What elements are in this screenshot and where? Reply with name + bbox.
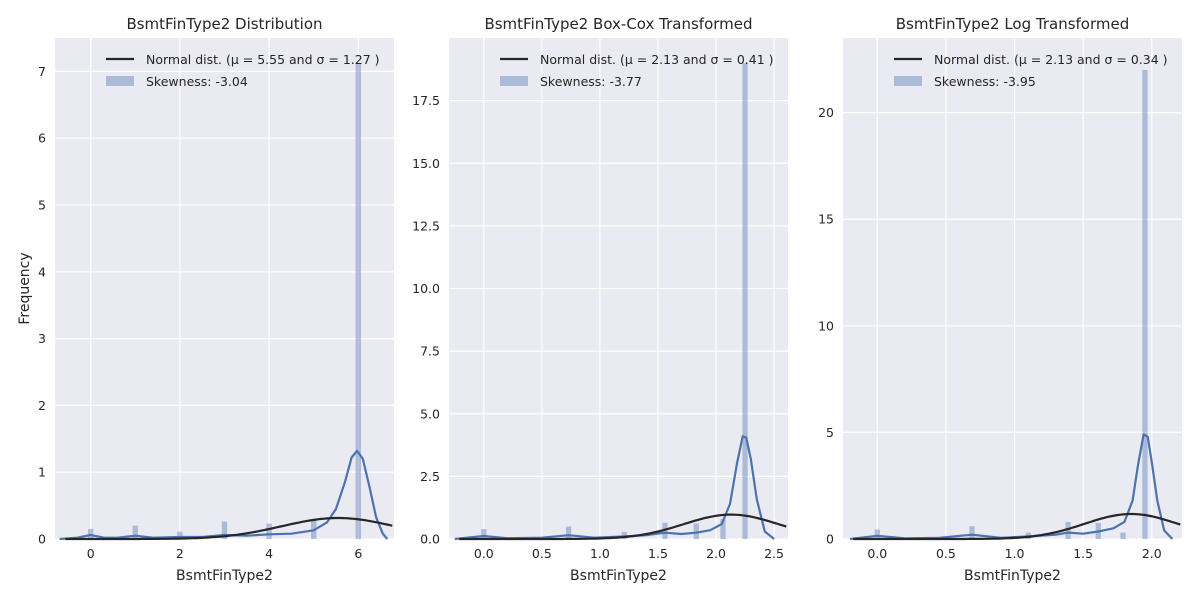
y-tick-label: 5 <box>826 425 834 440</box>
y-tick-label: 1 <box>38 465 46 480</box>
legend-normal-label: Normal dist. (μ = 2.13 and σ = 0.34 ) <box>934 52 1168 67</box>
histogram-bar <box>266 523 272 539</box>
y-tick-label: 0.0 <box>420 532 440 547</box>
y-tick-label: 10.0 <box>412 281 440 296</box>
kde-line <box>849 433 1174 541</box>
legend-hist-swatch <box>106 76 134 86</box>
y-tick-label: 7 <box>38 64 46 79</box>
y-tick-label: 3 <box>38 331 46 346</box>
x-tick-label: 1.0 <box>1005 546 1025 561</box>
y-tick-label: 15.0 <box>412 156 440 171</box>
y-tick-label: 0 <box>826 532 834 547</box>
x-tick-label: 2.5 <box>764 546 784 561</box>
x-tick-label: 1.5 <box>1073 546 1093 561</box>
chart-title: BsmtFinType2 Box-Cox Transformed <box>484 15 752 33</box>
histogram-bar <box>132 525 138 539</box>
subplot-3: 0 5 10 15 20 0.0 0.5 1.0 1.5 2.0 BsmtFinType2 Log … <box>818 15 1182 584</box>
histogram-bar <box>177 531 183 539</box>
normal-fit-line <box>853 512 1181 541</box>
legend-hist-swatch <box>894 76 922 86</box>
histogram-bar <box>874 529 880 539</box>
y-tick-label: 0 <box>38 532 46 547</box>
y-tick-label: 2.5 <box>420 469 440 484</box>
legend-normal-label: Normal dist. (μ = 2.13 and σ = 0.41 ) <box>540 52 774 67</box>
legend-normal-label: Normal dist. (μ = 5.55 and σ = 1.27 ) <box>146 52 380 67</box>
x-tick-label: 0 <box>87 546 95 561</box>
x-tick-label: 2 <box>176 546 184 561</box>
y-axis-label: Frequency <box>17 252 33 324</box>
y-tick-label: 4 <box>38 264 46 279</box>
plot-area <box>55 38 394 539</box>
histogram-bar <box>693 523 699 539</box>
legend-hist-label: Skewness: -3.77 <box>540 74 642 89</box>
y-tick-label: 12.5 <box>412 218 440 233</box>
kde-line <box>454 435 775 541</box>
legend-hist-label: Skewness: -3.04 <box>146 74 248 89</box>
subplot-1: 0 1 2 3 4 5 6 7 0 2 4 6 BsmtFinType2 Distribution Bsm… <box>17 15 394 584</box>
x-axis-label: BsmtFinType2 <box>570 568 667 584</box>
normal-fit-line <box>459 513 787 541</box>
y-tick-label: 7.5 <box>420 344 440 359</box>
histogram-bar <box>1142 69 1148 539</box>
y-tick-label: 5 <box>38 198 46 213</box>
legend-hist-label: Skewness: -3.95 <box>934 74 1036 89</box>
kde-line <box>59 449 389 541</box>
chart-title: BsmtFinType2 Distribution <box>126 15 322 33</box>
y-tick-label: 5.0 <box>420 406 440 421</box>
x-tick-label: 0.5 <box>936 546 956 561</box>
x-tick-label: 2.0 <box>1142 546 1162 561</box>
y-tick-label: 2 <box>38 398 46 413</box>
subplot-2: 0.0 2.5 5.0 7.5 10.0 12.5 15.0 17.5 0.0 0.5 1.0 1.5… <box>412 15 788 584</box>
x-tick-label: 4 <box>265 546 273 561</box>
x-axis-label: BsmtFinType2 <box>964 568 1061 584</box>
x-tick-label: 0.5 <box>532 546 552 561</box>
y-tick-label: 15 <box>818 212 834 227</box>
y-tick-label: 6 <box>38 131 46 146</box>
chart-title: BsmtFinType2 Log Transformed <box>896 15 1130 33</box>
x-axis-label: BsmtFinType2 <box>176 568 273 584</box>
plot-area <box>843 38 1182 539</box>
x-tick-label: 1.5 <box>648 546 668 561</box>
x-tick-label: 0.0 <box>474 546 494 561</box>
x-tick-label: 2.0 <box>706 546 726 561</box>
x-tick-label: 1.0 <box>590 546 610 561</box>
y-tick-label: 10 <box>818 318 834 333</box>
histogram-bar <box>720 518 726 539</box>
x-tick-label: 0.0 <box>867 546 887 561</box>
normal-fit-line <box>65 516 393 541</box>
histogram-bar <box>1120 532 1126 539</box>
x-tick-label: 6 <box>354 546 362 561</box>
histogram-bar <box>565 526 572 539</box>
legend-hist-swatch <box>500 76 528 86</box>
histogram-bar <box>481 528 487 539</box>
histogram-bar <box>221 521 228 539</box>
histogram-bar <box>742 63 748 540</box>
y-tick-label: 17.5 <box>412 93 440 108</box>
y-tick-label: 20 <box>818 105 834 120</box>
histogram-bar <box>1065 521 1071 539</box>
histogram-bar <box>969 526 975 539</box>
histogram-bar <box>355 63 361 539</box>
